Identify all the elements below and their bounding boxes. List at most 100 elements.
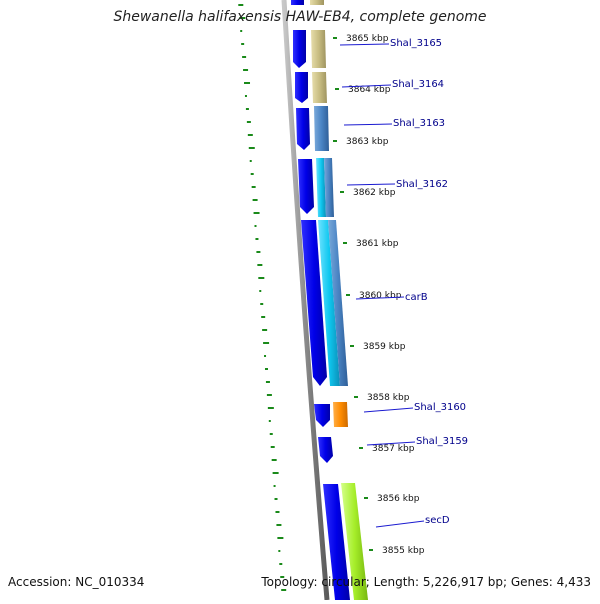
gene-label-leader bbox=[363, 407, 414, 413]
gc-content-tick bbox=[268, 420, 271, 422]
gc-content-tick bbox=[243, 69, 249, 71]
feature-block bbox=[311, 30, 326, 68]
feature-block bbox=[324, 158, 334, 217]
gc-content-tick bbox=[275, 511, 280, 513]
map-title: Shewanella halifaxensis HAW-EB4, complet… bbox=[113, 9, 487, 25]
gc-content-tick bbox=[267, 407, 274, 409]
gc-content-tick bbox=[272, 472, 279, 474]
feature-track bbox=[310, 0, 368, 600]
feature-block bbox=[312, 72, 327, 103]
kbp-tick-mark bbox=[350, 345, 354, 347]
gc-content-tick bbox=[245, 108, 249, 110]
gene-label: secD bbox=[425, 515, 450, 526]
kbp-tick-label: 3865 kbp bbox=[346, 34, 389, 44]
kbp-tick-label: 3855 kbp bbox=[382, 546, 425, 556]
accession-text: Accession: NC_010334 bbox=[8, 575, 145, 589]
kbp-tick-label: 3862 kbp bbox=[353, 188, 396, 198]
cds-arrow bbox=[314, 404, 330, 427]
gc-content-tick bbox=[276, 524, 282, 526]
gc-content-tick bbox=[264, 368, 268, 370]
kbp-tick-label: 3860 kbp bbox=[359, 291, 402, 301]
gene-label: Shal_3162 bbox=[396, 179, 448, 190]
gc-content-tick bbox=[262, 329, 268, 331]
gc-content-tick bbox=[244, 82, 251, 84]
cds-arrow bbox=[323, 484, 350, 600]
cds-arrow bbox=[291, 0, 304, 5]
feature-block bbox=[318, 220, 340, 386]
gc-content-tick bbox=[247, 134, 253, 136]
gc-content-tick bbox=[260, 303, 264, 305]
gc-content-tick bbox=[259, 290, 262, 292]
feature-block bbox=[314, 106, 329, 151]
gene-label-leader bbox=[339, 43, 390, 46]
gc-content-tick bbox=[270, 446, 275, 448]
gc-content-tick bbox=[246, 121, 251, 123]
kbp-tick-layer: 3865 kbp 3864 kbp 3863 kbp 3862 kbp 3861 kbp… bbox=[333, 34, 425, 556]
cds-arrow bbox=[298, 159, 314, 214]
gc-content-tick bbox=[278, 550, 281, 552]
gc-content-tick bbox=[240, 30, 243, 32]
gc-content-tick bbox=[254, 225, 257, 227]
gene-label-leader bbox=[346, 183, 396, 186]
feature-block bbox=[333, 402, 348, 427]
feature-block bbox=[328, 220, 348, 386]
gc-content-tick bbox=[249, 160, 252, 162]
topology-text: Topology: circular; Length: 5,226,917 bp… bbox=[261, 575, 591, 589]
gc-content-tick bbox=[255, 238, 259, 240]
gene-label: Shal_3164 bbox=[392, 79, 444, 90]
gc-content-tick bbox=[253, 212, 260, 214]
feature-block bbox=[341, 483, 368, 600]
cds-arrow bbox=[318, 437, 333, 463]
kbp-tick-mark bbox=[333, 140, 337, 142]
kbp-tick-label: 3858 kbp bbox=[367, 393, 410, 403]
gene-label: Shal_3159 bbox=[416, 436, 468, 447]
kbp-tick-label: 3857 kbp bbox=[372, 444, 415, 454]
gene-label-leader bbox=[375, 520, 425, 528]
feature-block bbox=[310, 0, 324, 5]
cds-arrow bbox=[296, 108, 310, 150]
kbp-tick-mark bbox=[340, 191, 344, 193]
kbp-tick-mark bbox=[333, 37, 337, 39]
gene-label: Shal_3163 bbox=[393, 118, 445, 129]
gc-content-tick bbox=[274, 498, 278, 500]
gene-label-leader bbox=[355, 296, 405, 300]
gc-content-tick bbox=[244, 95, 247, 97]
kbp-tick-label: 3859 kbp bbox=[363, 342, 406, 352]
kbp-tick-mark bbox=[359, 447, 363, 449]
feature-block bbox=[316, 158, 326, 217]
gc-content-tick bbox=[269, 433, 273, 435]
gc-content-tick bbox=[257, 264, 263, 266]
gene-label-leader bbox=[341, 84, 392, 88]
gene-label: Shal_3165 bbox=[390, 38, 442, 49]
gc-content-tick bbox=[241, 43, 245, 45]
gc-content-tick bbox=[266, 394, 272, 396]
kbp-tick-mark bbox=[335, 88, 339, 90]
gc-content-tick bbox=[281, 589, 287, 591]
gene-label-layer: Shal_3165 Shal_3164 Shal_3163 Shal_3162 carB… bbox=[339, 38, 468, 528]
gc-content-tick bbox=[271, 459, 277, 461]
cds-arrow bbox=[295, 72, 308, 103]
gc-content-tick bbox=[265, 381, 270, 383]
gene-label-leader bbox=[366, 441, 416, 446]
kbp-tick-mark bbox=[343, 242, 347, 244]
kbp-tick-mark bbox=[346, 294, 350, 296]
cds-arrow bbox=[293, 30, 306, 68]
gc-content-tick bbox=[252, 199, 258, 201]
gc-content-tick bbox=[279, 563, 283, 565]
gc-content-tick bbox=[258, 277, 265, 279]
kbp-tick-label: 3861 kbp bbox=[356, 239, 399, 249]
kbp-tick-label: 3863 kbp bbox=[346, 137, 389, 147]
kbp-tick-mark bbox=[364, 497, 368, 499]
gc-content-tick bbox=[250, 173, 254, 175]
gc-content-tick bbox=[239, 17, 246, 19]
gc-content-tick bbox=[242, 56, 247, 58]
cds-arrow bbox=[301, 220, 327, 386]
gc-content-tick bbox=[251, 186, 256, 188]
gc-content-tick bbox=[261, 316, 266, 318]
kbp-tick-mark bbox=[369, 549, 373, 551]
kbp-tick-mark bbox=[354, 396, 358, 398]
gc-content-tick bbox=[256, 251, 261, 253]
gc-content-tick bbox=[273, 485, 276, 487]
